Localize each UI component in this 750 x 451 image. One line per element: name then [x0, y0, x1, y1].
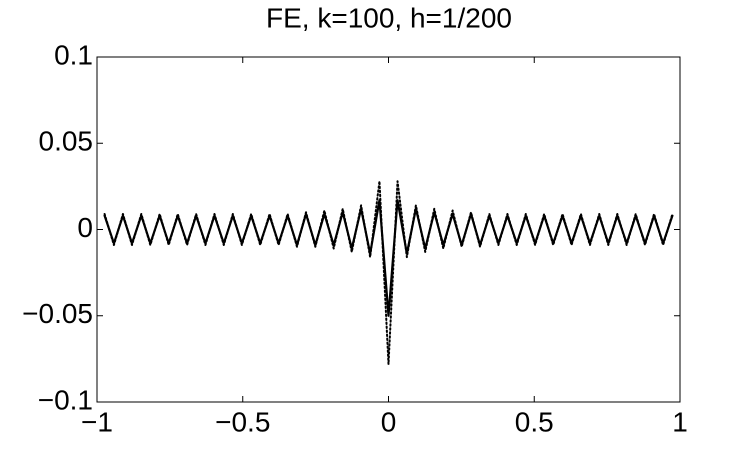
y-tick-label: −0.05 — [22, 298, 93, 329]
x-tick-label: 0.5 — [515, 406, 554, 437]
x-tick-label: 0 — [381, 406, 397, 437]
y-tick-label: −0.1 — [38, 384, 93, 415]
y-tick-label: 0 — [77, 212, 93, 243]
y-tick-label: 0.1 — [54, 39, 93, 70]
y-tick-label: 0.05 — [39, 126, 94, 157]
x-tick-label: −1 — [81, 406, 113, 437]
x-tick-label: −0.5 — [215, 406, 270, 437]
x-tick-label: 1 — [672, 406, 688, 437]
series-line — [103, 180, 674, 366]
chart-title: FE, k=100, h=1/200 — [266, 2, 512, 33]
